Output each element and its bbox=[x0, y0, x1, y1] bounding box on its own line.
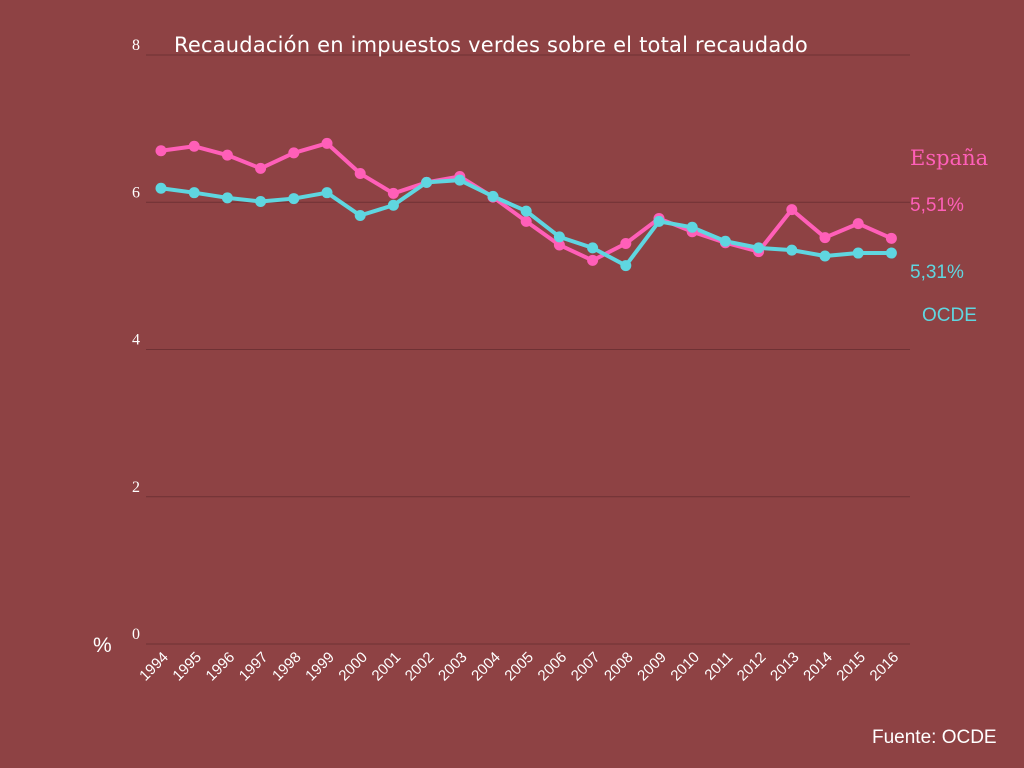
data-point-ocde bbox=[321, 187, 333, 199]
x-tick-label: 1996 bbox=[203, 649, 239, 685]
data-point-espana bbox=[354, 168, 366, 180]
end-value-ocde: 5,31% bbox=[910, 262, 964, 283]
x-tick-label: 2016 bbox=[867, 649, 903, 685]
legend-espana: España bbox=[910, 146, 989, 170]
x-tick-label: 2006 bbox=[535, 649, 571, 685]
data-point-ocde bbox=[786, 244, 798, 256]
grid-lines bbox=[146, 54, 910, 645]
x-tick-label: 1994 bbox=[136, 649, 172, 685]
series-lines bbox=[159, 141, 894, 268]
x-tick-label: 2001 bbox=[369, 649, 405, 685]
x-tick-label: 2014 bbox=[800, 649, 836, 685]
source-note: Fuente: OCDE bbox=[872, 727, 997, 748]
data-point-espana bbox=[520, 215, 532, 227]
x-axis-ticks: 1994199519961997199819992000200120022003… bbox=[136, 649, 902, 685]
data-point-ocde bbox=[354, 210, 366, 222]
data-point-espana bbox=[786, 204, 798, 216]
data-point-ocde bbox=[188, 187, 200, 199]
y-tick-label: 4 bbox=[132, 332, 140, 349]
data-point-ocde bbox=[819, 250, 831, 262]
data-point-ocde bbox=[553, 231, 565, 243]
data-point-espana bbox=[819, 232, 831, 244]
x-tick-label: 2010 bbox=[667, 649, 703, 685]
x-tick-label: 2004 bbox=[468, 649, 504, 685]
x-tick-label: 2007 bbox=[568, 649, 604, 685]
legend-ocde: OCDE bbox=[922, 305, 977, 326]
data-point-ocde bbox=[421, 176, 433, 188]
data-point-espana bbox=[620, 237, 632, 249]
x-tick-label: 1998 bbox=[269, 649, 305, 685]
data-point-ocde bbox=[719, 235, 731, 247]
end-value-espana: 5,51% bbox=[910, 195, 964, 216]
data-point-espana bbox=[587, 254, 599, 266]
data-point-espana bbox=[321, 137, 333, 149]
y-tick-label: 0 bbox=[132, 626, 140, 643]
x-tick-label: 2002 bbox=[402, 649, 438, 685]
data-point-espana bbox=[885, 232, 897, 244]
data-point-espana bbox=[255, 162, 267, 174]
data-point-ocde bbox=[288, 193, 300, 205]
x-tick-label: 2009 bbox=[634, 649, 670, 685]
data-point-espana bbox=[221, 149, 233, 161]
data-point-ocde bbox=[255, 196, 267, 208]
x-tick-label: 2003 bbox=[435, 649, 471, 685]
y-tick-label: 2 bbox=[132, 479, 140, 496]
data-point-espana bbox=[155, 145, 167, 157]
data-point-espana bbox=[553, 239, 565, 251]
x-tick-label: 2005 bbox=[501, 649, 537, 685]
data-point-ocde bbox=[587, 242, 599, 254]
y-tick-label: 6 bbox=[132, 184, 140, 201]
x-tick-label: 2012 bbox=[734, 649, 770, 685]
x-tick-label: 1999 bbox=[302, 649, 338, 685]
y-tick-label: 8 bbox=[132, 37, 140, 54]
data-point-espana bbox=[387, 187, 399, 199]
data-point-espana bbox=[188, 140, 200, 152]
data-point-ocde bbox=[387, 199, 399, 211]
data-point-ocde bbox=[155, 182, 167, 194]
data-point-ocde bbox=[686, 221, 698, 233]
x-tick-label: 2011 bbox=[701, 649, 736, 684]
x-tick-label: 2013 bbox=[767, 649, 803, 685]
data-point-ocde bbox=[885, 247, 897, 259]
x-tick-label: 1997 bbox=[236, 649, 272, 685]
x-tick-label: 1995 bbox=[169, 649, 205, 685]
x-tick-label: 2000 bbox=[335, 649, 371, 685]
x-tick-label: 2015 bbox=[833, 649, 869, 685]
data-point-ocde bbox=[753, 242, 765, 254]
y-axis-ticks: 0 2 4 6 8 bbox=[132, 37, 140, 643]
x-tick-label: 2008 bbox=[601, 649, 637, 685]
data-point-ocde bbox=[520, 205, 532, 217]
data-point-ocde bbox=[487, 190, 499, 202]
chart-title: Recaudación en impuestos verdes sobre el… bbox=[174, 33, 808, 57]
data-point-ocde bbox=[620, 260, 632, 272]
data-point-ocde bbox=[454, 174, 466, 186]
data-point-ocde bbox=[221, 192, 233, 204]
y-axis-unit: % bbox=[93, 634, 112, 657]
series-points bbox=[155, 137, 897, 272]
data-point-ocde bbox=[653, 215, 665, 227]
data-point-ocde bbox=[852, 247, 864, 259]
data-point-espana bbox=[852, 218, 864, 230]
data-point-espana bbox=[288, 147, 300, 159]
